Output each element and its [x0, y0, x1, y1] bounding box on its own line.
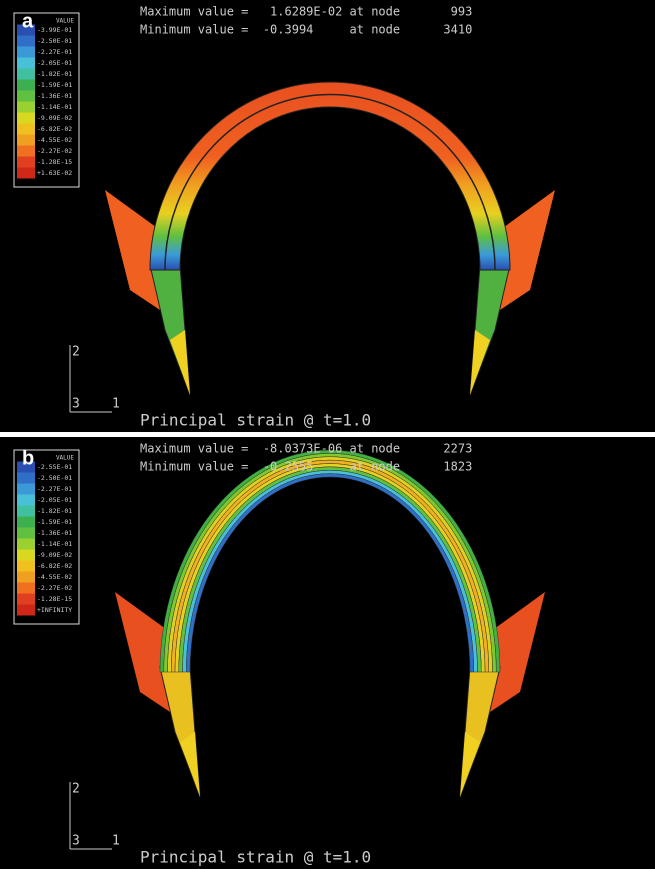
page: Maximum value = 1.6289E-02 at node 993 Mi… — [0, 0, 655, 869]
axis-label: 3 — [72, 397, 80, 412]
legend-swatch — [17, 528, 35, 539]
legend-swatch — [17, 69, 35, 80]
legend-label: -1.36E-01 — [37, 529, 72, 537]
legend-label: +INFINITY — [37, 606, 72, 614]
legend-swatch — [17, 539, 35, 550]
legend-label: -2.55E-01 — [37, 463, 72, 471]
legend-label: -6.82E-02 — [37, 562, 72, 570]
axis-label: 2 — [72, 782, 80, 797]
legend-label: -4.55E-02 — [37, 573, 72, 581]
legend-label: +1.63E-02 — [37, 169, 72, 177]
legend-label: -4.55E-02 — [37, 136, 72, 144]
background — [0, 0, 655, 432]
legend-label: -1.59E-01 — [37, 518, 72, 526]
axis-label: 1 — [112, 397, 120, 412]
legend-label: -1.82E-01 — [37, 70, 72, 78]
legend-swatch — [17, 495, 35, 506]
legend-label: -2.50E-01 — [37, 474, 72, 482]
legend-label: -3.99E-01 — [37, 26, 72, 34]
axis-label: 3 — [72, 834, 80, 849]
legend-swatch — [17, 517, 35, 528]
legend-swatch — [17, 135, 35, 146]
legend-swatch — [17, 561, 35, 572]
panel-label: a — [22, 10, 34, 32]
panel-label: b — [22, 447, 34, 469]
legend-label: -2.05E-01 — [37, 496, 72, 504]
caption: Principal strain @ t=1.0 — [140, 848, 371, 867]
legend-swatch — [17, 605, 35, 616]
background — [0, 437, 655, 869]
max-value: Maximum value = 1.6289E-02 at node 993 — [140, 5, 472, 19]
legend-swatch — [17, 157, 35, 168]
legend-swatch — [17, 113, 35, 124]
legend-label: -6.82E-02 — [37, 125, 72, 133]
legend-swatch — [17, 550, 35, 561]
caption: Principal strain @ t=1.0 — [140, 411, 371, 430]
axis-label: 2 — [72, 345, 80, 360]
legend-swatch — [17, 506, 35, 517]
legend-label: -2.27E-02 — [37, 147, 72, 155]
legend-swatch — [17, 572, 35, 583]
legend-label: -2.27E-01 — [37, 485, 72, 493]
legend-swatch — [17, 594, 35, 605]
legend-swatch — [17, 484, 35, 495]
panel-a: Maximum value = 1.6289E-02 at node 993 Mi… — [0, 0, 655, 432]
legend-label: -1.14E-01 — [37, 540, 72, 548]
legend-label: -9.09E-02 — [37, 551, 72, 559]
legend-title: VALUE — [56, 18, 74, 25]
legend-swatch — [17, 124, 35, 135]
min-value: Minimum value = -0.2555 at node 1823 — [140, 460, 472, 474]
legend-label: -1.82E-01 — [37, 507, 72, 515]
legend-label: -1.14E-01 — [37, 103, 72, 111]
legend-swatch — [17, 58, 35, 69]
legend-swatch — [17, 80, 35, 91]
axis-label: 1 — [112, 834, 120, 849]
legend-title: VALUE — [56, 455, 74, 462]
legend-swatch — [17, 91, 35, 102]
legend-swatch — [17, 47, 35, 58]
legend-swatch — [17, 473, 35, 484]
legend-label: -2.27E-01 — [37, 48, 72, 56]
legend-swatch — [17, 583, 35, 594]
legend-label: -1.59E-01 — [37, 81, 72, 89]
legend-label: -9.09E-02 — [37, 114, 72, 122]
legend-swatch — [17, 146, 35, 157]
legend-swatch — [17, 102, 35, 113]
legend-label: -2.27E-02 — [37, 584, 72, 592]
legend-label: -1.36E-01 — [37, 92, 72, 100]
panel-b: Maximum value = -8.0373E-06 at node 2273… — [0, 437, 655, 869]
legend-label: -1.28E-15 — [37, 158, 72, 166]
min-value: Minimum value = -0.3994 at node 3410 — [140, 23, 472, 37]
legend-label: -1.28E-15 — [37, 595, 72, 603]
max-value: Maximum value = -8.0373E-06 at node 2273 — [140, 442, 472, 456]
legend-label: -2.05E-01 — [37, 59, 72, 67]
legend-swatch — [17, 36, 35, 47]
legend-swatch — [17, 168, 35, 179]
legend-label: -2.50E-01 — [37, 37, 72, 45]
